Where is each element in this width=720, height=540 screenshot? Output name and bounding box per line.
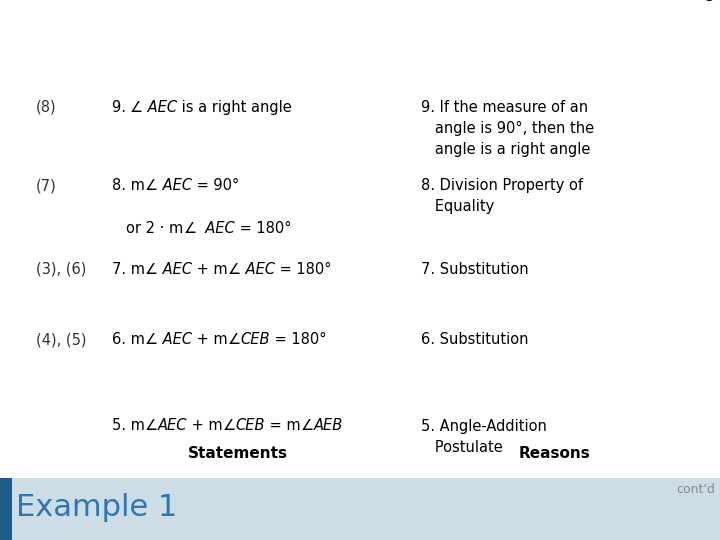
Text: 8. m: 8. m	[112, 178, 145, 193]
Text: ∠: ∠	[130, 100, 143, 115]
Text: (7): (7)	[36, 178, 57, 193]
Text: AEC: AEC	[158, 418, 187, 434]
Text: Statements: Statements	[188, 446, 287, 461]
Text: ∠: ∠	[145, 178, 158, 193]
Text: + m: + m	[192, 332, 228, 347]
Text: = 180°: = 180°	[270, 332, 326, 347]
Text: AEC: AEC	[158, 262, 192, 277]
Text: or 2 · m: or 2 · m	[126, 221, 184, 237]
Text: CEB: CEB	[236, 418, 266, 434]
Text: AEB: AEB	[314, 418, 343, 434]
Text: ∠: ∠	[301, 418, 314, 434]
Text: cont'd: cont'd	[676, 483, 715, 496]
Text: 9. If the measure of an
   angle is 90°, then the
   angle is a right angle: 9. If the measure of an angle is 90°, th…	[421, 100, 594, 157]
Text: ∠: ∠	[228, 332, 240, 347]
Text: 8. Division Property of
   Equality: 8. Division Property of Equality	[421, 178, 583, 214]
Text: + m: + m	[192, 262, 228, 277]
Text: 7. m: 7. m	[112, 262, 145, 277]
Text: is a right angle: is a right angle	[177, 100, 292, 115]
Text: = 180°: = 180°	[235, 221, 292, 237]
Text: AEC: AEC	[143, 100, 177, 115]
Text: Example 1: Example 1	[16, 493, 177, 522]
Text: 7. Substitution: 7. Substitution	[421, 262, 528, 277]
Text: ∠: ∠	[145, 262, 158, 277]
Text: ∠: ∠	[145, 418, 158, 434]
Text: (3), (6): (3), (6)	[36, 262, 86, 277]
Text: 5. Angle-Addition
   Postulate: 5. Angle-Addition Postulate	[421, 418, 547, 455]
Text: = m: = m	[266, 418, 301, 434]
Text: Reasons: Reasons	[518, 446, 590, 461]
Text: 6. Substitution: 6. Substitution	[421, 332, 528, 347]
Text: ∠: ∠	[184, 221, 197, 237]
Text: ∠: ∠	[145, 332, 158, 347]
Text: 9.: 9.	[112, 100, 130, 115]
Bar	[0, 478, 12, 540]
Text: AEC: AEC	[240, 262, 275, 277]
Text: = 90°: = 90°	[192, 178, 239, 193]
Text: CEB: CEB	[240, 332, 270, 347]
Text: AEC: AEC	[158, 332, 192, 347]
Text: ∠: ∠	[228, 262, 240, 277]
Text: ∠: ∠	[222, 418, 236, 434]
Text: 6. m: 6. m	[112, 332, 145, 347]
Text: (8): (8)	[36, 100, 57, 115]
Text: AEC: AEC	[158, 178, 192, 193]
Text: 5. m: 5. m	[112, 418, 145, 434]
Text: = 180°: = 180°	[275, 262, 331, 277]
Text: AEC: AEC	[197, 221, 235, 237]
Text: + m: + m	[187, 418, 222, 434]
Text: (4), (5): (4), (5)	[36, 332, 86, 347]
Bar	[0, 478, 720, 540]
Text: 9: 9	[704, 0, 715, 4]
